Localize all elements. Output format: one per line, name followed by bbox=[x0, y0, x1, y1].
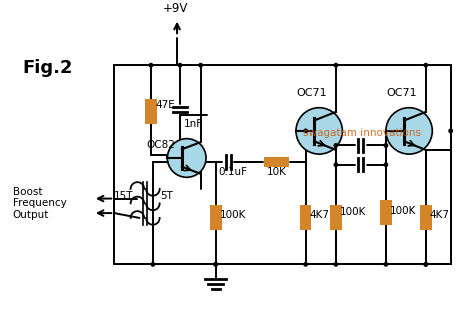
Bar bbox=[330, 205, 342, 230]
Circle shape bbox=[383, 262, 388, 267]
Circle shape bbox=[383, 143, 388, 148]
Circle shape bbox=[448, 129, 453, 133]
Text: Boost
Frequency
Output: Boost Frequency Output bbox=[13, 187, 66, 220]
Text: OC71: OC71 bbox=[296, 88, 327, 98]
Text: 0.1uF: 0.1uF bbox=[219, 167, 247, 177]
Circle shape bbox=[148, 63, 154, 68]
Circle shape bbox=[150, 262, 155, 267]
Circle shape bbox=[334, 262, 338, 267]
Text: 47E: 47E bbox=[156, 100, 175, 110]
Text: 4K7: 4K7 bbox=[310, 210, 329, 220]
Circle shape bbox=[178, 63, 182, 68]
Bar bbox=[300, 205, 311, 230]
Bar bbox=[380, 199, 392, 225]
Circle shape bbox=[423, 262, 428, 267]
Circle shape bbox=[334, 143, 338, 148]
Text: 100K: 100K bbox=[340, 207, 366, 217]
Text: 4K7: 4K7 bbox=[429, 210, 450, 220]
Circle shape bbox=[423, 63, 428, 68]
Text: 5T: 5T bbox=[161, 191, 173, 201]
Text: 10K: 10K bbox=[267, 167, 287, 177]
Circle shape bbox=[296, 108, 342, 154]
Text: 100K: 100K bbox=[219, 210, 246, 220]
Circle shape bbox=[423, 262, 428, 267]
Text: Fig.2: Fig.2 bbox=[22, 59, 73, 77]
Circle shape bbox=[383, 162, 388, 167]
Bar bbox=[420, 205, 432, 230]
Circle shape bbox=[303, 262, 308, 267]
Text: OC71: OC71 bbox=[386, 88, 417, 98]
Circle shape bbox=[334, 63, 338, 68]
Circle shape bbox=[386, 108, 432, 154]
Circle shape bbox=[198, 63, 203, 68]
Circle shape bbox=[213, 262, 218, 267]
Circle shape bbox=[213, 262, 218, 267]
Text: 15T: 15T bbox=[114, 191, 134, 201]
Text: 100K: 100K bbox=[390, 206, 416, 216]
Text: 1nF: 1nF bbox=[184, 119, 203, 129]
Text: swagatam innovations: swagatam innovations bbox=[303, 128, 421, 138]
Bar bbox=[264, 157, 289, 167]
Text: OC82: OC82 bbox=[146, 140, 175, 150]
Circle shape bbox=[167, 139, 206, 177]
Circle shape bbox=[334, 162, 338, 167]
Bar bbox=[145, 99, 157, 124]
Circle shape bbox=[303, 129, 308, 133]
Text: +9V: +9V bbox=[163, 2, 188, 15]
Bar bbox=[210, 205, 221, 230]
